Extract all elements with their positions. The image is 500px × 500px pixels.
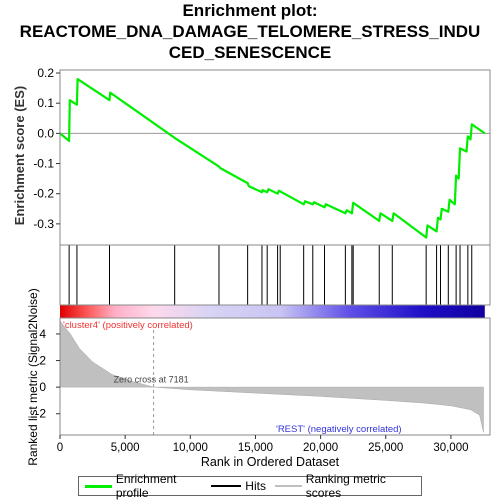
es-axis-label: Enrichment score (ES) xyxy=(12,86,27,225)
es-tick-label-0: 0.2 xyxy=(37,66,54,80)
legend-swatch-hits xyxy=(211,485,242,487)
title-line-3: CED_SENESCENCE xyxy=(168,43,332,62)
metric-tick-label-3: -2 xyxy=(35,407,46,421)
axes: 0.2 0.1 0.0 -0.1 -0.2 -0.3 4 2 0 -2 0 5,000 10,000 15… xyxy=(12,66,491,469)
legend-label-profile: Enrichment profile xyxy=(115,472,177,500)
x-tick-label-5: 25,000 xyxy=(368,442,403,454)
rank-color-bar xyxy=(60,305,485,318)
x-tick-label-0: 0 xyxy=(57,442,63,454)
es-profile-line xyxy=(59,77,486,239)
x-tick-label-6: 30,000 xyxy=(433,442,468,454)
metric-area xyxy=(59,319,484,433)
x-tick-label-2: 10,000 xyxy=(173,442,208,454)
legend-swatch-profile xyxy=(85,484,112,488)
metric-tick-label-0: 4 xyxy=(39,327,46,341)
metric-tick-label-1: 2 xyxy=(39,354,46,368)
es-tick-label-1: 0.1 xyxy=(37,96,54,110)
es-tick-label-3: -0.1 xyxy=(33,157,54,171)
hits-frame xyxy=(59,244,491,306)
legend-label-metric: Ranking metric scores xyxy=(305,472,386,500)
title-line-1: Enrichment plot: xyxy=(182,1,318,20)
x-tick-label-1: 5,000 xyxy=(111,442,140,454)
x-tick-label-3: 15,000 xyxy=(238,442,273,454)
metric-frame xyxy=(59,317,491,436)
es-tick-label-5: -0.3 xyxy=(33,217,54,231)
es-panel xyxy=(59,77,490,239)
chart-title: Enrichment plot: REACTOME_DNA_DAMAGE_TEL… xyxy=(0,0,500,63)
metric-panel: Zero cross at 7181 'cluster4' (positively… xyxy=(59,319,484,435)
legend-item-metric: Ranking metric scores xyxy=(274,472,412,500)
metric-tick-label-2: 0 xyxy=(39,380,46,394)
title-line-2: REACTOME_DNA_DAMAGE_TELOMERE_STRESS_INDU xyxy=(19,22,481,41)
negative-class-label: 'REST' (negatively correlated) xyxy=(276,424,402,435)
rank-color-bar-fill xyxy=(60,305,485,318)
legend-swatch-metric xyxy=(274,485,302,487)
legend: Enrichment profile Hits Ranking metric s… xyxy=(78,472,422,500)
legend-label-hits: Hits xyxy=(245,479,266,493)
positive-class-label: 'cluster4' (positively correlated) xyxy=(63,320,193,331)
x-axis-label: Rank in Ordered Dataset xyxy=(201,455,340,469)
es-tick-label-2: 0.0 xyxy=(37,126,54,140)
x-tick-label-4: 20,000 xyxy=(303,442,338,454)
zero-cross-label: Zero cross at 7181 xyxy=(114,374,189,384)
es-frame xyxy=(59,69,491,246)
hits-panel xyxy=(68,245,473,305)
metric-axis-label: Ranked list metric (Signal2Noise) xyxy=(26,288,40,465)
legend-item-hits: Hits xyxy=(211,479,266,493)
legend-item-profile: Enrichment profile xyxy=(85,472,202,500)
es-tick-label-4: -0.2 xyxy=(33,187,54,201)
